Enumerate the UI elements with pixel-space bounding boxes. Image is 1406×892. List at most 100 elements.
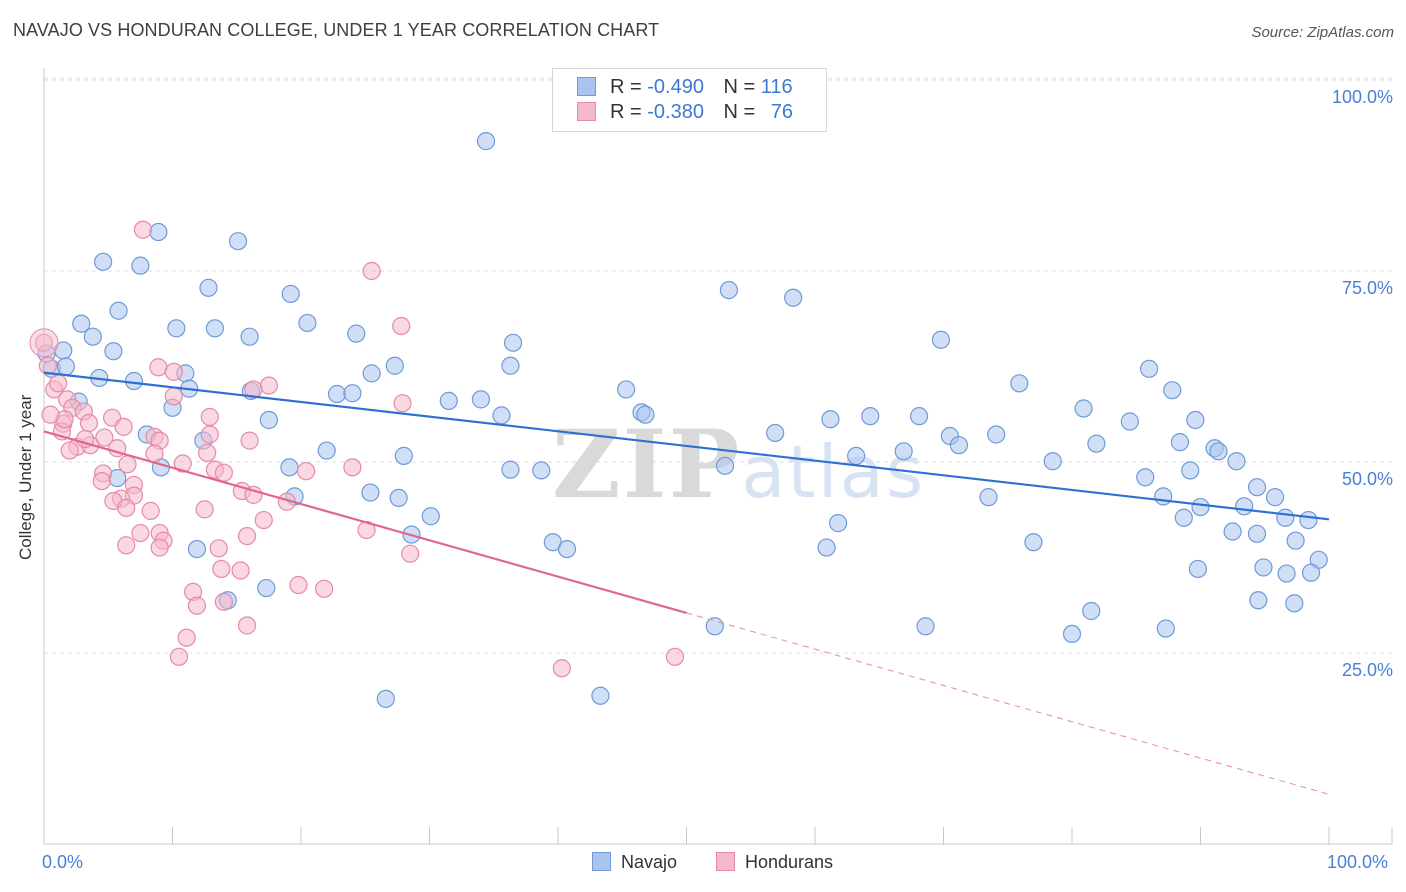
navajo-point-3 [94,252,113,271]
navajo-point-4 [131,256,150,275]
honduran-point-65 [187,596,207,615]
honduran-point-8 [164,362,183,381]
watermark: ZIPatlas [552,410,925,520]
legend-n-label: N = [723,76,756,98]
honduran-point-2 [392,316,411,336]
navajo-point-97 [1286,531,1305,550]
honduran-point-56 [117,536,136,555]
y-axis-label: College, Under 1 year [16,394,35,560]
navajo-point-78 [389,488,408,508]
navajo-point-5 [199,278,218,297]
navajo-point-48 [1120,412,1139,431]
navajo-point-12 [205,319,225,338]
honduran-point-23 [95,428,114,447]
honduran-trend-line-extension [686,612,1330,795]
navajo-point-50 [259,410,278,430]
navajo-point-88 [1276,508,1295,527]
watermark-atlas: atlas [741,430,926,514]
legend-swatch-hondurans [577,102,596,121]
honduran-point-74 [60,441,79,460]
navajo-point-93 [557,539,577,559]
watermark-zip: ZIP [552,410,742,520]
navajo-point-100 [1254,558,1273,577]
legend-r-label: R = [610,76,642,98]
honduran-point-22 [200,425,219,444]
navajo-point-87 [1247,524,1267,543]
legend-swatch-hondurans [716,852,735,871]
navajo-point-33 [343,384,362,403]
navajo-point-20 [104,342,123,361]
navajo-point-9 [109,301,128,320]
navajo-point-47 [1074,399,1093,418]
navajo-point-45 [861,407,880,426]
honduran-point-69 [169,647,189,666]
navajo-point-111 [1156,619,1175,638]
x-tick-label-min: 0.0% [42,852,84,872]
navajo-point-109 [916,617,935,636]
honduran-point-42 [244,485,263,504]
legend-r-value-navajo: -0.490 [647,76,704,98]
navajo-point-83 [1235,497,1254,516]
honduran-points [29,220,685,678]
navajo-point-43 [636,405,655,424]
trend-lines [43,371,1330,795]
navajo-point-37 [1010,374,1029,393]
navajo-point-108 [705,617,724,636]
honduran-point-63 [289,575,308,595]
navajo-point-80 [1154,487,1173,506]
honduran-point-60 [212,559,231,579]
navajo-point-34 [439,391,458,410]
legend-row-navajo: R = -0.490 N = 116 [577,76,793,100]
navajo-trend-line [43,371,1330,521]
navajo-point-10 [72,314,91,333]
legend-n-label: N = [723,101,756,123]
honduran-point-11 [164,387,183,406]
legend-n-value-hondurans: 76 [770,101,794,123]
legend-item-navajo: Navajo [592,852,677,873]
honduran-point-9 [259,376,278,395]
legend-n-value-navajo: 116 [760,76,793,98]
navajo-point-13 [298,313,317,333]
navajo-point-17 [931,330,951,349]
honduran-trend-line [43,430,687,614]
legend-swatch-navajo [577,77,596,96]
navajo-point-46 [909,407,929,426]
navajo-point-112 [376,689,395,708]
honduran-point-7 [49,374,68,393]
honduran-point-53 [237,527,257,546]
honduran-point-18 [200,407,219,427]
legend-item-hondurans: Hondurans [716,852,833,873]
navajo-point-25 [385,356,404,375]
navajo-point-75 [1247,478,1267,497]
y-tick-label-50: 50.0% [1341,469,1393,489]
navajo-point-14 [240,327,259,346]
correlation-legend: R = -0.490 N = 116 R = -0.380 N = 76 [552,68,827,132]
honduran-point-75 [41,405,60,424]
honduran-point-29 [145,444,164,463]
navajo-point-64 [894,442,913,461]
navajo-point-79 [979,488,998,507]
navajo-point-77 [361,483,380,502]
navajo-point-94 [817,538,836,557]
legend-r-value-hondurans: -0.380 [647,101,704,123]
honduran-point-67 [237,616,257,635]
navajo-point-55 [766,423,785,443]
navajo-point-7 [719,281,739,300]
axis-layer [43,68,1393,845]
honduran-point-5 [149,358,168,377]
navajo-point-70 [532,461,551,480]
navajo-point-63 [847,446,866,465]
navajo-point-8 [784,288,803,307]
chart-title: NAVAJO VS HONDURAN COLLEGE, UNDER 1 YEAR… [13,20,660,40]
navajo-point-71 [715,456,735,475]
navajo-point-110 [1062,624,1082,644]
honduran-point-13 [393,394,412,413]
honduran-point-59 [401,544,420,563]
honduran-point-61 [231,561,250,580]
honduran-point-38 [343,458,362,477]
navajo-points [37,132,1328,708]
honduran-point-0 [133,220,153,239]
navajo-point-22 [56,357,75,376]
honduran-point-49 [141,501,160,520]
